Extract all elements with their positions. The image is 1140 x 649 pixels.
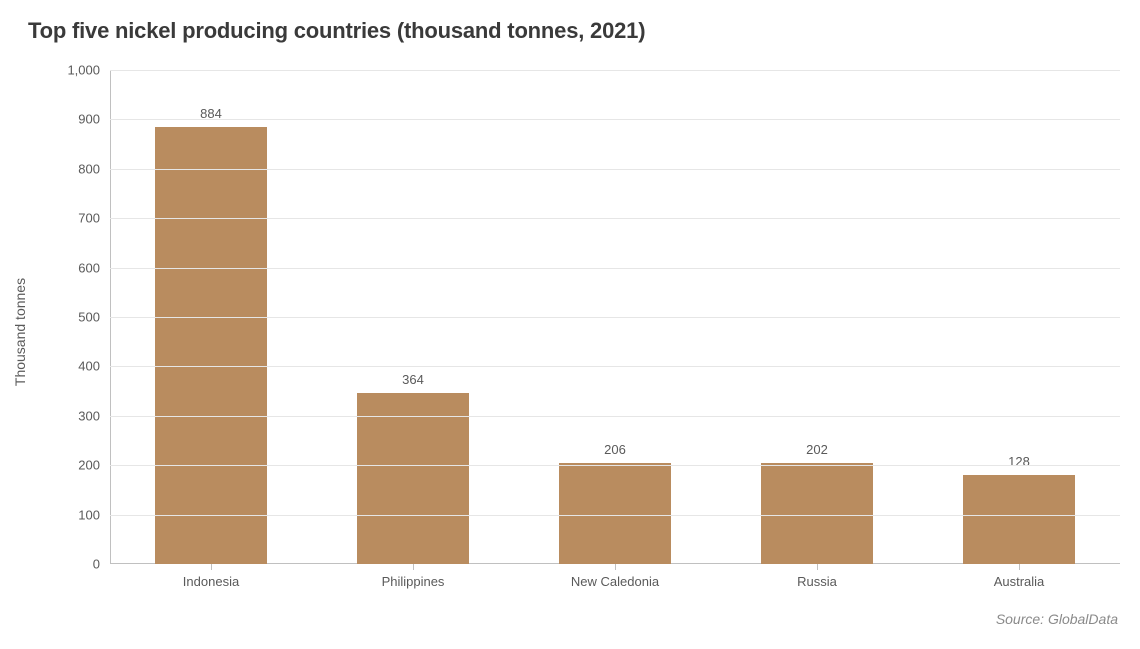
y-tick-label: 200 (78, 458, 110, 473)
x-category-label: Indonesia (183, 574, 239, 589)
grid-line (110, 218, 1120, 219)
y-tick-label: 300 (78, 408, 110, 423)
y-tick-label: 0 (93, 557, 110, 572)
grid-line (110, 169, 1120, 170)
bar: 884 (155, 127, 266, 564)
y-tick-label: 500 (78, 310, 110, 325)
bar-value-label: 364 (402, 372, 424, 393)
bar-value-label: 206 (604, 442, 626, 463)
grid-line (110, 366, 1120, 367)
y-tick-label: 600 (78, 260, 110, 275)
source-attribution: Source: GlobalData (996, 611, 1118, 627)
grid-line (110, 465, 1120, 466)
plot-region: 884364206202128 010020030040050060070080… (110, 70, 1120, 564)
grid-line (110, 70, 1120, 71)
x-category-label: New Caledonia (571, 574, 659, 589)
bar-value-label: 884 (200, 106, 222, 127)
y-tick-label: 1,000 (67, 63, 110, 78)
bar: 206 (559, 463, 670, 564)
grid-line (110, 515, 1120, 516)
bar: 128 (963, 475, 1074, 564)
bar: 202 (761, 463, 872, 564)
y-tick-label: 100 (78, 507, 110, 522)
grid-line (110, 317, 1120, 318)
x-category-label: Philippines (382, 574, 445, 589)
bar: 364 (357, 393, 468, 564)
grid-line (110, 119, 1120, 120)
x-category-label: Australia (994, 574, 1045, 589)
y-tick-label: 700 (78, 211, 110, 226)
grid-line (110, 268, 1120, 269)
grid-line (110, 416, 1120, 417)
x-category-label: Russia (797, 574, 837, 589)
y-tick-label: 900 (78, 112, 110, 127)
y-axis-label: Thousand tonnes (12, 278, 28, 386)
bar-value-label: 202 (806, 442, 828, 463)
chart-area: Thousand tonnes 884364206202128 01002003… (60, 70, 1120, 594)
y-tick-label: 800 (78, 161, 110, 176)
y-tick-label: 400 (78, 359, 110, 374)
x-labels-container: Indonesia Philippines New Caledonia Russia A… (110, 564, 1120, 594)
chart-title: Top five nickel producing countries (tho… (28, 18, 645, 44)
